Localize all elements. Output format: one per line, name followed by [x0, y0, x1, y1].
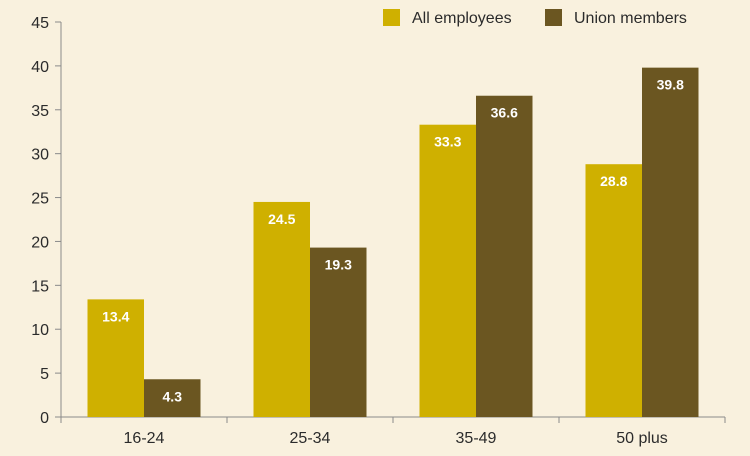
x-axis: 16-24 25-34 35-49 50 plus	[60, 416, 726, 447]
legend-label: Union members	[574, 10, 687, 27]
y-tick-label: 40	[31, 59, 49, 76]
bar-value-label: 4.3	[163, 388, 183, 404]
bar-value-label: 36.6	[491, 105, 518, 121]
y-axis: 0 5 10 15 20 25 30 35 40 45	[31, 15, 62, 427]
x-category-label: 25-34	[290, 430, 331, 447]
y-tick-label: 25	[31, 191, 49, 208]
y-tick-label: 35	[31, 103, 49, 120]
bar-union-members	[642, 67, 699, 418]
y-tick-label: 0	[40, 410, 49, 427]
x-category-label: 35-49	[456, 430, 497, 447]
y-tick-label: 20	[31, 234, 49, 251]
data-labels: 13.4 24.5 33.3 28.8 4.3 19.3 36.6 39.8	[102, 77, 684, 405]
y-tick-label: 45	[31, 15, 49, 32]
y-tick-label: 30	[31, 147, 49, 164]
bar-value-label: 39.8	[657, 77, 684, 93]
legend: All employees Union members	[383, 9, 687, 27]
bar-all-employees	[419, 124, 476, 417]
bar-value-label: 13.4	[102, 308, 129, 324]
x-category-label: 16-24	[124, 430, 165, 447]
bar-value-label: 28.8	[600, 173, 627, 189]
x-category-label: 50 plus	[616, 430, 668, 447]
legend-swatch	[545, 9, 562, 26]
bar-union-members	[144, 379, 201, 417]
legend-swatch	[383, 9, 400, 26]
legend-label: All employees	[412, 10, 512, 27]
bar-all-employees	[253, 201, 310, 417]
bars	[87, 67, 699, 418]
bar-all-employees	[87, 299, 144, 417]
y-tick-label: 15	[31, 278, 49, 295]
bar-value-label: 19.3	[325, 257, 352, 273]
bar-value-label: 33.3	[434, 134, 461, 150]
bar-value-label: 24.5	[268, 211, 295, 227]
bar-union-members	[310, 247, 367, 417]
bar-all-employees	[585, 164, 642, 417]
y-tick-label: 10	[31, 322, 49, 339]
bar-union-members	[476, 95, 533, 417]
y-tick-label: 5	[40, 366, 49, 383]
